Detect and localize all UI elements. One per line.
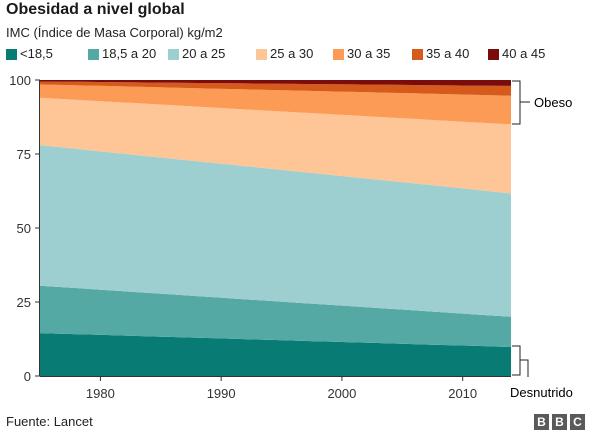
area-series (40, 145, 511, 317)
area-series (40, 81, 511, 96)
legend-swatch (412, 49, 423, 60)
legend-swatch (333, 49, 344, 60)
y-tick-label: 0 (24, 369, 31, 384)
legend-swatch (168, 49, 179, 60)
stacked-area-chart: 0 25 50 75 100 1980 1990 2000 2010 Obeso Desnutr… (9, 73, 573, 401)
chart-subtitle: IMC (Índice de Masa Corporal) kg/m2 (6, 25, 223, 40)
x-tick-label: 1980 (86, 386, 115, 401)
y-tick-label: 50 (17, 221, 31, 236)
legend-label: <18,5 (20, 46, 53, 61)
x-tick-label: 2000 (327, 386, 356, 401)
desnutrido-bracket (512, 345, 529, 377)
bbc-logo-letter: B (552, 414, 567, 430)
legend-label: 25 a 30 (270, 46, 314, 61)
area-series (40, 80, 511, 86)
desnutrido-label: Desnutrido (510, 385, 573, 400)
bbc-logo-letter: C (570, 414, 585, 430)
legend-swatch (488, 49, 499, 60)
x-tick-label: 2010 (448, 386, 477, 401)
area-series-group (40, 80, 511, 376)
legend-label: 18,5 a 20 (102, 46, 157, 61)
legend-swatch (256, 49, 267, 60)
x-tick-label: 1990 (207, 386, 236, 401)
obeso-bracket (512, 80, 530, 125)
legend-swatch (88, 49, 99, 60)
y-tick-label: 75 (17, 147, 31, 162)
source-note: Fuente: Lancet (6, 414, 93, 429)
legend-label: 30 a 35 (347, 46, 391, 61)
legend-label: 40 a 45 (502, 46, 546, 61)
area-series (40, 84, 511, 125)
legend-label: 20 a 25 (182, 46, 226, 61)
legend-swatch (6, 49, 17, 60)
area-series (40, 97, 511, 194)
axes-group: 0 25 50 75 100 1980 1990 2000 2010 (9, 73, 511, 401)
y-tick-label: 25 (17, 295, 31, 310)
area-series (40, 333, 511, 376)
y-tick-label: 100 (9, 73, 31, 88)
bbc-logo-letter: B (534, 414, 549, 430)
area-series (40, 285, 511, 347)
chart-title: Obesidad a nivel global (6, 1, 185, 18)
obeso-label: Obeso (534, 95, 572, 110)
legend-label: 35 a 40 (426, 46, 470, 61)
annotation-brackets: Obeso Desnutrido (510, 80, 573, 400)
